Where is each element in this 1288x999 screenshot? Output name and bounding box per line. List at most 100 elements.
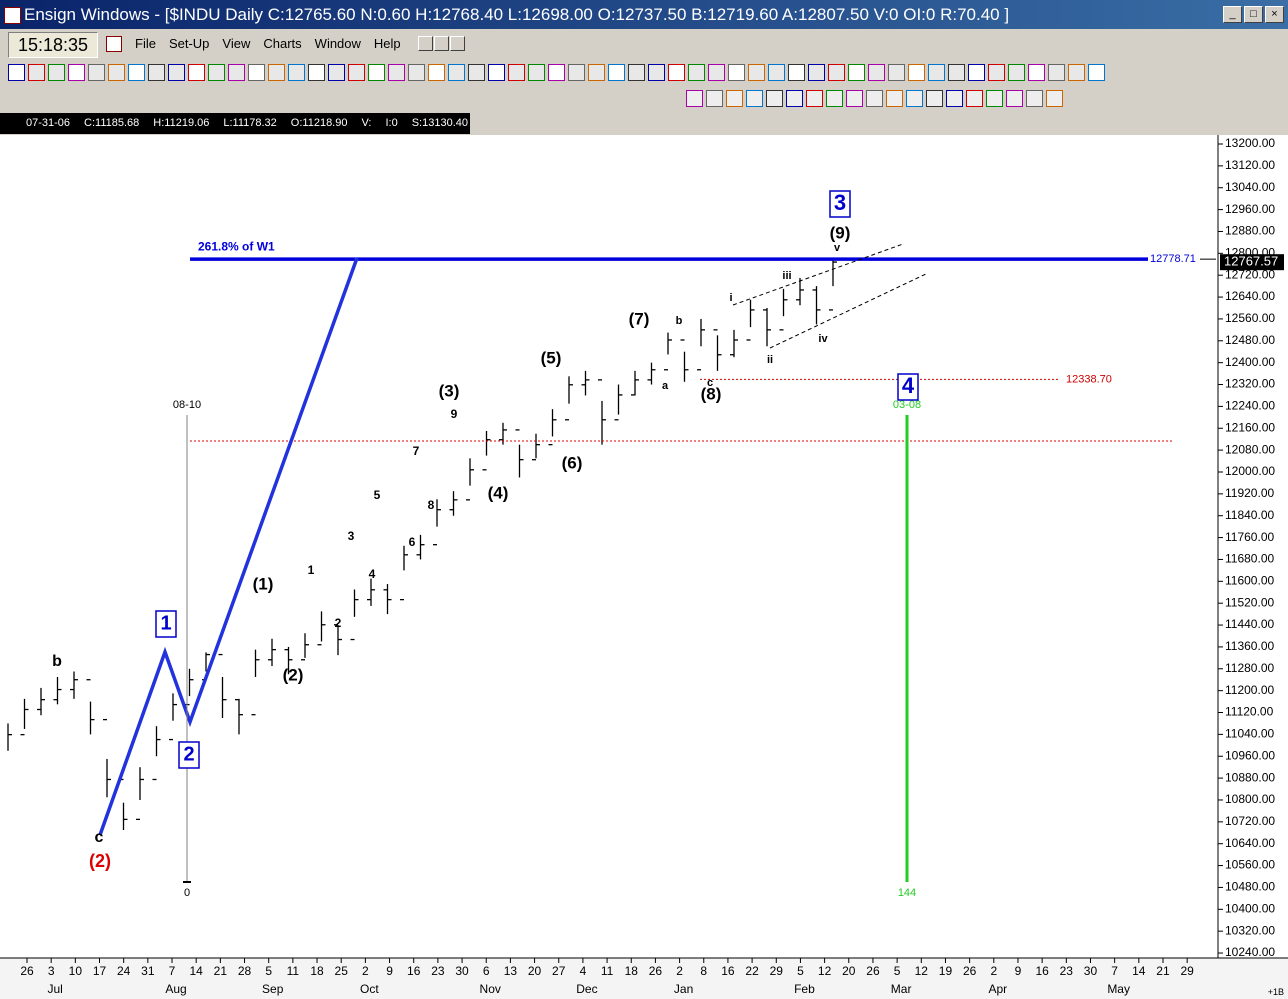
- minimize-button[interactable]: _: [1223, 6, 1242, 23]
- toolbar-button[interactable]: [1026, 89, 1043, 107]
- toolbar-button[interactable]: [728, 63, 745, 81]
- toolbar-button[interactable]: [488, 63, 505, 81]
- maximize-button[interactable]: □: [1244, 6, 1263, 23]
- toolbar-button[interactable]: [468, 63, 485, 81]
- toolbar-button[interactable]: [788, 63, 805, 81]
- toolbar-button[interactable]: [948, 63, 965, 81]
- toolbar-button[interactable]: [588, 63, 605, 81]
- toolbar-button[interactable]: [806, 89, 823, 107]
- toolbar-button[interactable]: [708, 63, 725, 81]
- menu-item[interactable]: Charts: [263, 36, 302, 51]
- toolbar-button[interactable]: [908, 63, 925, 81]
- toolbar-button[interactable]: [766, 89, 783, 107]
- toolbar-button[interactable]: [768, 63, 785, 81]
- toolbar-button[interactable]: [368, 63, 385, 81]
- toolbar-button[interactable]: [746, 89, 763, 107]
- toolbar-button[interactable]: [568, 63, 585, 81]
- toolbar-button[interactable]: [888, 63, 905, 81]
- toolbar-button[interactable]: [886, 89, 903, 107]
- toolbar-button[interactable]: [548, 63, 565, 81]
- x-tick-label: 12: [818, 964, 832, 978]
- toolbar-button[interactable]: [808, 63, 825, 81]
- month-label: Sep: [262, 982, 284, 996]
- toolbar-button[interactable]: [726, 89, 743, 107]
- toolbar-button[interactable]: [928, 63, 945, 81]
- toolbar-button[interactable]: [866, 89, 883, 107]
- toolbar-button[interactable]: [986, 89, 1003, 107]
- toolbar-button[interactable]: [168, 63, 185, 81]
- y-tick-label: 12560.00: [1225, 311, 1275, 325]
- toolbar-button[interactable]: [388, 63, 405, 81]
- toolbar-button[interactable]: [848, 63, 865, 81]
- toolbar-button[interactable]: [846, 89, 863, 107]
- toolbar-button[interactable]: [628, 63, 645, 81]
- toolbar-button[interactable]: [48, 63, 65, 81]
- toolbar-button[interactable]: [28, 63, 45, 81]
- toolbar-button[interactable]: [648, 63, 665, 81]
- toolbar-button[interactable]: [308, 63, 325, 81]
- toolbar-button[interactable]: [926, 89, 943, 107]
- x-tick-label: 5: [265, 964, 272, 978]
- toolbar-button[interactable]: [1088, 63, 1105, 81]
- menu-item[interactable]: Set-Up: [168, 36, 210, 51]
- toolbar-button[interactable]: [8, 63, 25, 81]
- toolbar-button[interactable]: [268, 63, 285, 81]
- toolbar-button[interactable]: [288, 63, 305, 81]
- fib-value: 12778.71: [1150, 253, 1196, 265]
- info-bar: 07-31-06 C:11185.68 H:11219.06 L:11178.32 O:…: [0, 113, 470, 134]
- date-axis-background: [0, 958, 1288, 999]
- clock: 15:18:35: [8, 32, 98, 58]
- toolbar-button[interactable]: [668, 63, 685, 81]
- mdi-button[interactable]: [449, 36, 465, 51]
- toolbar-button[interactable]: [906, 89, 923, 107]
- menu-item[interactable]: Window: [314, 36, 361, 51]
- menu-item[interactable]: File: [135, 36, 156, 51]
- toolbar-button[interactable]: [686, 89, 703, 107]
- toolbar-button[interactable]: [1006, 89, 1023, 107]
- toolbar-button[interactable]: [1068, 63, 1085, 81]
- toolbar-button[interactable]: [128, 63, 145, 81]
- toolbar-button[interactable]: [448, 63, 465, 81]
- menu-item[interactable]: Help: [373, 36, 401, 51]
- toolbar-button[interactable]: [1048, 63, 1065, 81]
- toolbar-button[interactable]: [188, 63, 205, 81]
- toolbar-button[interactable]: [968, 63, 985, 81]
- toolbar-button[interactable]: [348, 63, 365, 81]
- toolbar-button[interactable]: [748, 63, 765, 81]
- mdi-button[interactable]: [417, 36, 433, 51]
- wave-label: 8: [428, 498, 435, 512]
- toolbar-button[interactable]: [208, 63, 225, 81]
- toolbar-button[interactable]: [528, 63, 545, 81]
- toolbar-button[interactable]: [966, 89, 983, 107]
- toolbar-button[interactable]: [608, 63, 625, 81]
- toolbar-button[interactable]: [1008, 63, 1025, 81]
- wave-box: [829, 190, 851, 218]
- toolbar-button[interactable]: [1028, 63, 1045, 81]
- toolbar-button[interactable]: [688, 63, 705, 81]
- toolbar-button[interactable]: [148, 63, 165, 81]
- toolbar-button[interactable]: [248, 63, 265, 81]
- mdi-button[interactable]: [433, 36, 449, 51]
- toolbar-button[interactable]: [868, 63, 885, 81]
- toolbar-button[interactable]: [988, 63, 1005, 81]
- toolbar-button[interactable]: [408, 63, 425, 81]
- toolbar-button[interactable]: [508, 63, 525, 81]
- toolbar-button[interactable]: [228, 63, 245, 81]
- toolbar-button[interactable]: [1046, 89, 1063, 107]
- toolbar-button[interactable]: [88, 63, 105, 81]
- menu-item[interactable]: View: [222, 36, 251, 51]
- toolbar-button[interactable]: [828, 63, 845, 81]
- toolbar-button[interactable]: [946, 89, 963, 107]
- toolbar-button[interactable]: [68, 63, 85, 81]
- toolbar-button[interactable]: [328, 63, 345, 81]
- toolbar-button[interactable]: [826, 89, 843, 107]
- month-label: Nov: [480, 982, 501, 996]
- toolbar-button[interactable]: [706, 89, 723, 107]
- close-button[interactable]: ×: [1265, 6, 1284, 23]
- x-tick-label: 19: [939, 964, 953, 978]
- toolbar-button[interactable]: [108, 63, 125, 81]
- toolbar-button[interactable]: [786, 89, 803, 107]
- toolbar-button[interactable]: [428, 63, 445, 81]
- month-label: Jul: [47, 982, 62, 996]
